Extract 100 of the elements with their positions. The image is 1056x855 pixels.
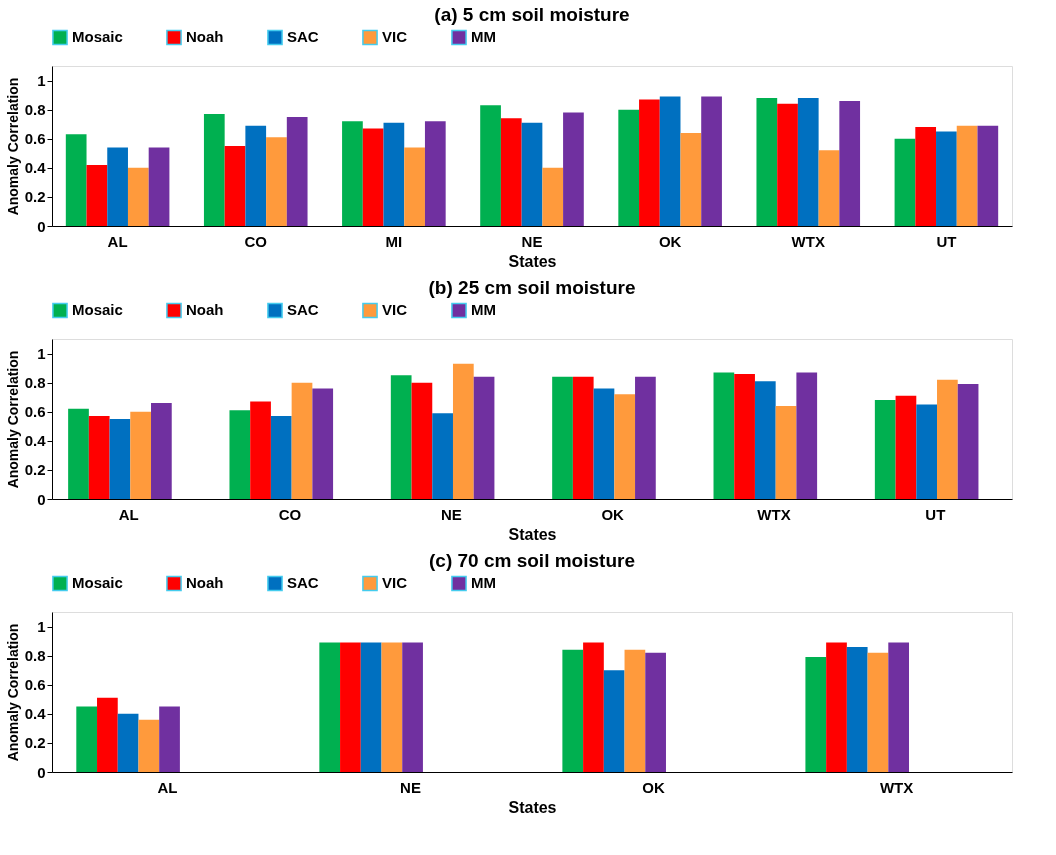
x-axis-title: States (508, 525, 557, 543)
bar (734, 373, 755, 499)
y-tick-label: 0.8 (24, 101, 46, 119)
bar (713, 372, 735, 499)
bar (542, 167, 564, 226)
bar (424, 121, 446, 226)
bar (340, 642, 361, 772)
bar (521, 122, 543, 226)
bar (839, 100, 861, 226)
bar (552, 376, 573, 499)
y-tick-label: 0 (37, 763, 46, 781)
y-tick-label: 0.2 (24, 188, 46, 206)
bar (224, 146, 246, 226)
bar (701, 96, 722, 226)
legend-label: Mosaic (72, 301, 123, 319)
bar (956, 125, 978, 226)
y-tick-label: 0.6 (24, 130, 46, 148)
legend-label: Noah (186, 574, 224, 592)
y-tick-label: 0.4 (24, 432, 47, 450)
bar (109, 419, 131, 499)
y-tick-label: 0.4 (24, 705, 47, 723)
bar (756, 98, 778, 226)
bar (826, 642, 847, 772)
x-tick-label: NE (400, 778, 421, 796)
bar (88, 416, 110, 499)
bar (624, 649, 646, 772)
bar (381, 642, 403, 772)
legend-label: SAC (287, 301, 319, 319)
bar (593, 388, 615, 499)
y-axis-title: Anomaly Correlation (4, 350, 21, 489)
bar (480, 105, 501, 226)
bar (583, 642, 604, 772)
y-tick-label: 0.2 (24, 461, 46, 479)
x-tick-label: MI (385, 232, 403, 250)
bar (805, 657, 827, 772)
y-tick-label: 0.6 (24, 676, 46, 694)
bar (312, 388, 334, 499)
bar (639, 99, 660, 226)
bar (383, 122, 405, 226)
bar (936, 131, 957, 226)
bar (867, 652, 889, 772)
bar (797, 98, 819, 226)
bar (659, 96, 681, 226)
bar (977, 125, 999, 226)
bar (229, 410, 251, 499)
bar (915, 127, 937, 226)
bar (117, 713, 139, 772)
x-tick-label: CO (278, 505, 302, 523)
bar (270, 416, 292, 499)
bar (818, 150, 840, 226)
bar (888, 642, 910, 772)
y-tick-label: 0.8 (24, 647, 46, 665)
bar (614, 394, 636, 499)
legend-label: Noah (186, 301, 224, 319)
y-tick-label: 0.6 (24, 403, 46, 421)
bar (894, 138, 916, 226)
bar (68, 408, 89, 499)
bar (286, 116, 308, 226)
bar (937, 379, 958, 499)
x-tick-label: NE (440, 505, 462, 523)
x-tick-label: UT (925, 505, 946, 523)
x-tick-label: NE (521, 232, 543, 250)
bar (291, 382, 313, 499)
bar (618, 109, 640, 226)
bar (562, 649, 584, 772)
bar (107, 147, 128, 226)
bar (432, 413, 453, 499)
bar (603, 670, 625, 772)
y-axis-title: Anomaly Correlation (4, 623, 21, 762)
bar (342, 121, 363, 226)
y-tick-label: 1 (37, 345, 46, 363)
bar (500, 118, 522, 226)
x-axis-title: States (508, 252, 557, 270)
legend-label: MM (471, 301, 496, 319)
legend-label: VIC (382, 301, 408, 319)
legend-label: SAC (287, 28, 319, 46)
bar (138, 719, 160, 772)
bar (846, 646, 868, 772)
x-tick-label: WTX (757, 505, 791, 523)
x-tick-label: AL (157, 778, 178, 796)
y-axis-title: Anomaly Correlation (4, 77, 21, 216)
bar (203, 114, 225, 226)
bar (754, 381, 776, 499)
x-tick-label: AL (107, 232, 128, 250)
legend-label: VIC (382, 28, 408, 46)
legend-label: SAC (287, 574, 319, 592)
bar (563, 112, 584, 226)
y-tick-label: 0 (37, 490, 46, 508)
x-tick-label: OK (601, 505, 625, 523)
bar (775, 405, 797, 499)
x-tick-label: OK (658, 232, 682, 250)
x-tick-label: OK (642, 778, 665, 796)
bar (390, 375, 412, 499)
legend-label: Noah (186, 28, 224, 46)
y-tick-label: 0.8 (24, 374, 46, 392)
legend-label: Mosaic (72, 574, 123, 592)
bar (127, 167, 149, 226)
x-axis-title: States (508, 798, 557, 816)
bar (245, 125, 267, 226)
bar (319, 642, 341, 772)
